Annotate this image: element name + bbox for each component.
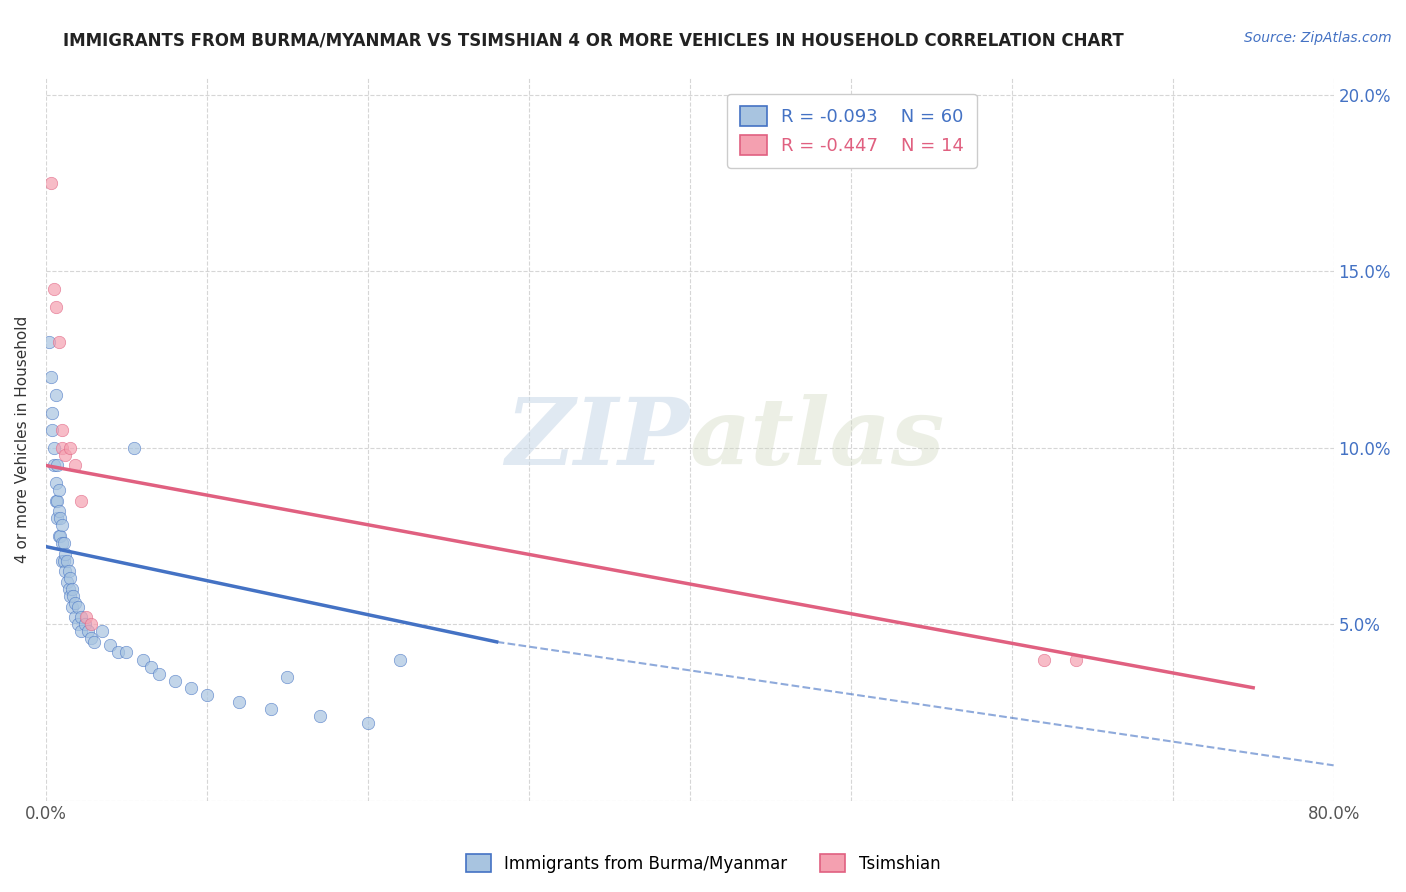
Text: atlas: atlas [690,394,945,484]
Point [51,423,73,437]
Point [42,282,65,296]
Point [42,458,65,473]
Point [51,536,73,550]
Point [46,458,69,473]
Point [52,554,75,568]
Point [131,652,153,666]
Point [357,716,380,731]
Legend: R = -0.093    N = 60, R = -0.447    N = 14: R = -0.093 N = 60, R = -0.447 N = 14 [727,94,977,168]
Point [1064,652,1087,666]
Point [46,493,69,508]
Point [70,610,93,624]
Point [180,681,202,695]
Point [67,617,90,632]
Point [60,599,83,614]
Point [48,504,70,518]
Point [56,574,79,589]
Point [49,529,72,543]
Point [53,448,76,462]
Point [148,666,170,681]
Point [59,589,82,603]
Point [52,536,75,550]
Point [80,632,103,646]
Point [1032,652,1054,666]
Point [63,596,86,610]
Text: Source: ZipAtlas.com: Source: ZipAtlas.com [1244,31,1392,45]
Point [70,493,93,508]
Point [195,688,218,702]
Point [62,589,84,603]
Point [60,582,83,596]
Point [124,441,146,455]
Point [63,458,86,473]
Point [53,564,76,578]
Text: IMMIGRANTS FROM BURMA/MYANMAR VS TSIMSHIAN 4 OR MORE VEHICLES IN HOUSEHOLD CORRE: IMMIGRANTS FROM BURMA/MYANMAR VS TSIMSHI… [63,31,1123,49]
Point [107,645,129,659]
Point [139,659,162,673]
Point [45,493,67,508]
Point [70,624,93,639]
Point [58,564,80,578]
Point [75,610,97,624]
Point [308,709,330,723]
Point [80,617,103,632]
Text: ZIP: ZIP [506,394,690,484]
Point [260,702,283,716]
Point [67,599,90,614]
Point [42,441,65,455]
Point [48,334,70,349]
Point [45,476,67,491]
Point [59,441,82,455]
Point [58,582,80,596]
Point [83,635,105,649]
Point [276,670,298,684]
Point [48,529,70,543]
Point [48,483,70,498]
Point [63,610,86,624]
Point [91,624,114,639]
Point [73,617,96,632]
Point [56,554,79,568]
Point [51,441,73,455]
Y-axis label: 4 or more Vehicles in Household: 4 or more Vehicles in Household [15,316,30,563]
Point [45,388,67,402]
Point [39,176,62,190]
Point [98,639,121,653]
Point [41,406,63,420]
Point [389,652,412,666]
Point [41,423,63,437]
Point [45,300,67,314]
Point [46,511,69,525]
Point [39,370,62,384]
Point [49,511,72,525]
Point [115,645,138,659]
Point [163,673,186,688]
Point [228,695,250,709]
Point [76,624,98,639]
Legend: Immigrants from Burma/Myanmar, Tsimshian: Immigrants from Burma/Myanmar, Tsimshian [458,847,948,880]
Point [59,571,82,585]
Point [51,518,73,533]
Point [51,554,73,568]
Point [38,334,60,349]
Point [53,547,76,561]
